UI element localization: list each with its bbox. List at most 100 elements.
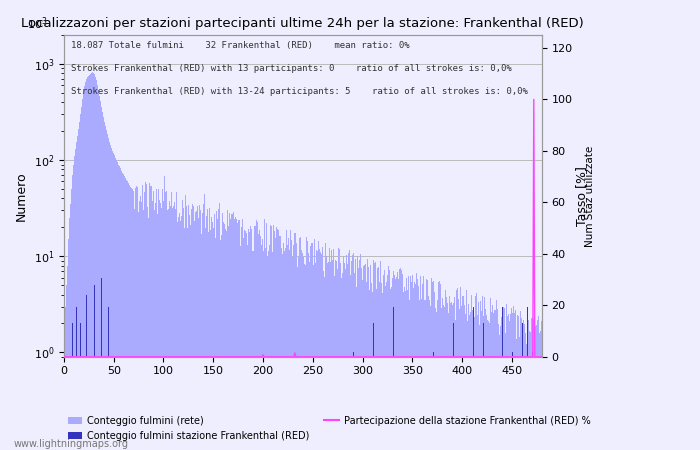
Bar (83, 92, 84, 450)
Bar (385, 286, 386, 450)
Bar (120, 168, 121, 450)
Bar (94, 74, 95, 450)
Bar (244, 231, 246, 450)
Bar (204, 194, 205, 450)
Bar (160, 203, 161, 450)
Bar (328, 262, 329, 450)
Bar (370, 266, 371, 450)
Bar (323, 271, 324, 450)
Bar (194, 221, 195, 450)
Bar (131, 188, 132, 450)
Bar (146, 184, 147, 450)
Bar (312, 243, 314, 450)
Bar (357, 256, 358, 450)
Bar (333, 249, 334, 450)
Bar (512, 314, 513, 450)
Bar (148, 218, 149, 450)
Bar (348, 253, 349, 450)
Bar (286, 230, 288, 450)
Bar (260, 245, 262, 450)
Bar (189, 215, 190, 450)
Bar (424, 300, 425, 450)
Bar (403, 292, 404, 450)
Bar (373, 260, 374, 450)
Bar (458, 310, 460, 450)
Bar (305, 265, 307, 450)
Bar (141, 202, 142, 450)
Bar (331, 250, 332, 450)
Bar (196, 212, 197, 450)
Bar (428, 296, 429, 450)
Bar (526, 344, 527, 450)
Bar (232, 212, 234, 450)
Bar (139, 201, 140, 450)
Bar (157, 215, 158, 450)
Text: Num Staz utilizzate: Num Staz utilizzate (584, 145, 594, 247)
Bar (482, 324, 484, 450)
Bar (69, 218, 71, 450)
Bar (217, 219, 218, 450)
Bar (453, 324, 454, 450)
Bar (184, 228, 185, 450)
Bar (66, 285, 67, 450)
Bar (372, 292, 373, 450)
Bar (256, 222, 258, 450)
Bar (86, 294, 88, 450)
Bar (295, 234, 296, 450)
Bar (415, 284, 416, 450)
Bar (388, 266, 389, 450)
Bar (529, 331, 531, 450)
Bar (448, 313, 449, 450)
Bar (211, 222, 213, 450)
Bar (65, 306, 66, 450)
Bar (369, 290, 370, 450)
Bar (164, 176, 165, 450)
Bar (393, 306, 394, 450)
Bar (512, 352, 513, 450)
Bar (272, 252, 274, 450)
Bar (129, 185, 130, 450)
Bar (536, 325, 538, 450)
Bar (319, 249, 321, 450)
Bar (401, 270, 402, 450)
Bar (404, 287, 405, 450)
Bar (218, 203, 220, 450)
Bar (364, 265, 365, 450)
Bar (517, 315, 519, 450)
Bar (440, 284, 441, 450)
Bar (198, 218, 199, 450)
Bar (105, 126, 106, 450)
Bar (419, 300, 420, 450)
Title: Localizzazoni per stazioni partecipanti ultime 24h per la stazione: Frankenthal : Localizzazoni per stazioni partecipanti … (22, 17, 584, 30)
Bar (346, 255, 347, 450)
Bar (429, 300, 430, 450)
Bar (127, 181, 128, 450)
Bar (394, 275, 395, 450)
Bar (316, 250, 317, 450)
Bar (317, 251, 318, 450)
Bar (162, 189, 163, 450)
Bar (427, 280, 428, 450)
Bar (489, 323, 491, 450)
Bar (175, 209, 176, 450)
Bar (92, 72, 93, 450)
Bar (289, 250, 290, 450)
Bar (336, 261, 337, 450)
Bar (396, 277, 397, 450)
Bar (390, 289, 391, 450)
Bar (107, 135, 108, 450)
Bar (138, 212, 139, 450)
Bar (494, 310, 496, 450)
Bar (176, 192, 177, 450)
Bar (373, 324, 374, 450)
Bar (174, 202, 175, 450)
Bar (309, 262, 310, 450)
Bar (541, 321, 542, 450)
Bar (532, 352, 533, 450)
Bar (201, 234, 202, 450)
Bar (80, 114, 81, 450)
Bar (486, 306, 487, 450)
Bar (358, 268, 359, 450)
Bar (435, 312, 437, 450)
Bar (90, 74, 91, 450)
